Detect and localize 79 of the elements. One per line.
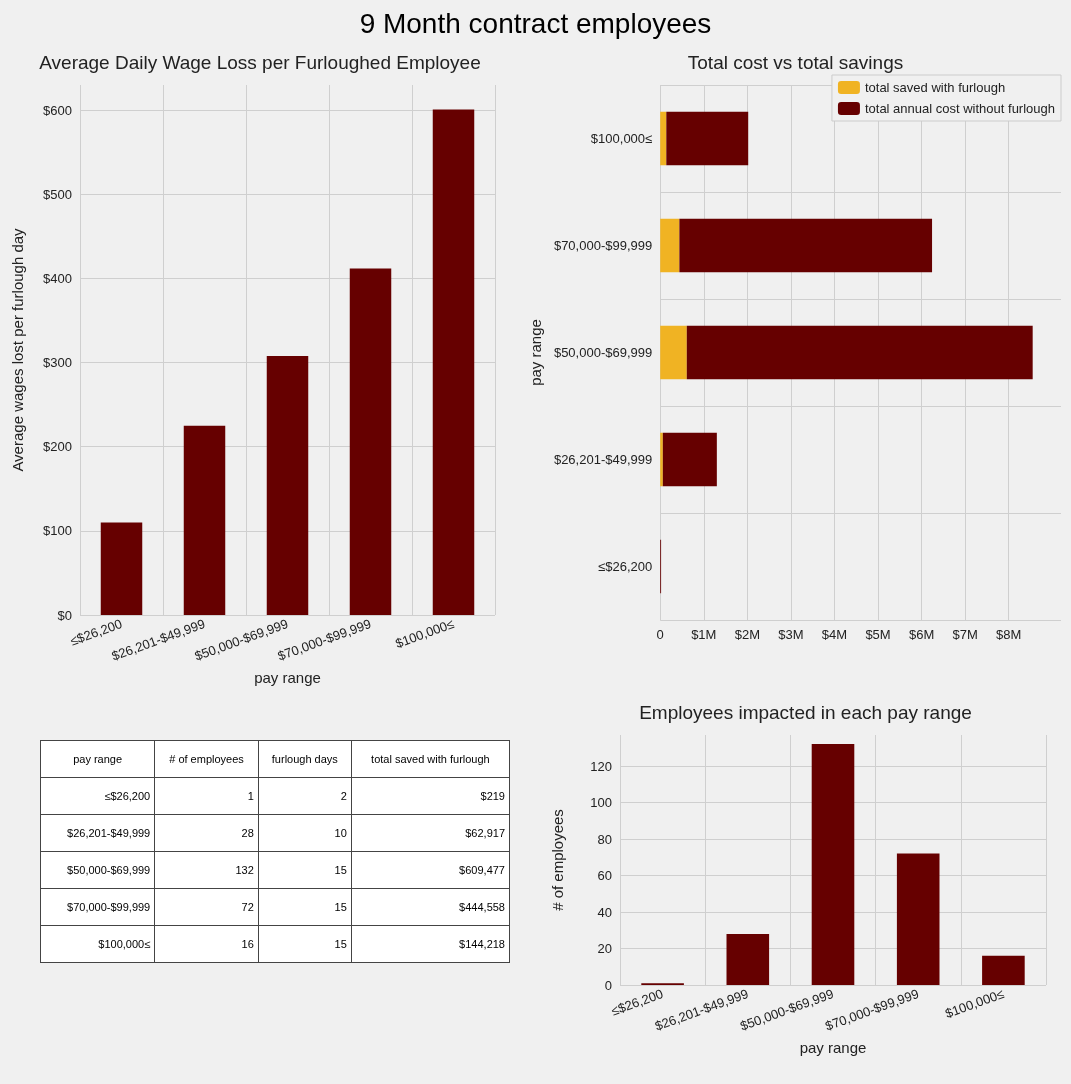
y-tick-label: 80 xyxy=(597,831,612,847)
y-tick-label: 120 xyxy=(590,758,612,774)
x-tick-label: $4M xyxy=(821,627,848,642)
text: $219 xyxy=(480,790,505,802)
chart-title: Average Daily Wage Loss per Furloughed Employee xyxy=(39,52,481,73)
x-axis-title: pay range xyxy=(799,1039,867,1056)
category-label: # of employees xyxy=(154,740,259,778)
text: 1 xyxy=(247,790,254,802)
y-tick-label: 100 xyxy=(590,795,612,811)
y-tick-label: $300 xyxy=(43,355,72,371)
y-axis-title: pay range xyxy=(527,319,544,386)
y-tick-label: $70,000-$99,999 xyxy=(553,238,653,253)
x-tick-label: $3M xyxy=(778,627,804,642)
chart-title: Total cost vs total savings xyxy=(687,52,904,73)
text: 15 xyxy=(334,901,347,913)
y-tick-label: 60 xyxy=(597,868,612,884)
x-tick-label: $8M xyxy=(996,627,1022,642)
bar xyxy=(726,933,770,985)
category-label: pay range xyxy=(40,740,155,778)
y-tick-label: ≤$26,200 xyxy=(598,559,653,574)
text: 15 xyxy=(334,938,347,950)
text: $144,218 xyxy=(459,938,505,950)
text: $609,477 xyxy=(459,864,505,876)
text: 28 xyxy=(241,827,254,839)
text: 9 Month contract employees xyxy=(358,8,713,40)
x-tick-label: $2M xyxy=(734,627,760,642)
x-tick-label: $1M xyxy=(691,627,717,642)
category-label: total saved with furlough xyxy=(351,740,510,778)
bar xyxy=(349,268,392,615)
y-axis-title: Average wages lost per furlough day xyxy=(9,227,26,472)
text: 72 xyxy=(241,901,254,913)
text: 16 xyxy=(241,938,254,950)
bar xyxy=(982,955,1025,985)
y-tick-label: 40 xyxy=(597,904,612,920)
bar xyxy=(183,425,226,615)
bar xyxy=(662,432,717,487)
bar xyxy=(432,109,475,615)
x-tick-label: $6M xyxy=(908,627,935,642)
y-tick-label: $100 xyxy=(43,523,72,539)
bar xyxy=(660,218,680,273)
y-tick-label: $0 xyxy=(57,607,72,623)
y-tick-label: $50,000-$69,999 xyxy=(553,345,653,360)
x-tick-label: 0 xyxy=(656,627,664,642)
legend-label: total annual cost without furlough xyxy=(864,101,1056,116)
bar xyxy=(660,432,663,487)
legend-label: total saved with furlough xyxy=(864,80,1006,95)
bar xyxy=(896,853,940,985)
text: $100,000≤ xyxy=(98,938,151,950)
bar xyxy=(679,218,933,273)
bar xyxy=(660,325,687,380)
text: $62,917 xyxy=(465,827,505,839)
y-tick-label: $100,000≤ xyxy=(590,131,653,146)
text: 15 xyxy=(334,864,347,876)
bar xyxy=(266,355,309,615)
y-tick-label: 20 xyxy=(597,941,612,956)
text: 132 xyxy=(235,864,254,876)
x-axis-title: pay range xyxy=(254,669,321,686)
bar xyxy=(100,522,143,615)
bar xyxy=(666,111,749,166)
x-tick-label: $5M xyxy=(865,627,891,642)
y-tick-label: $26,201-$49,999 xyxy=(553,452,653,467)
text: $70,000-$99,999 xyxy=(67,901,151,913)
bar xyxy=(686,325,1033,380)
x-tick-label: $7M xyxy=(952,627,978,642)
y-tick-label: $500 xyxy=(43,186,72,202)
text: $50,000-$69,999 xyxy=(67,864,151,876)
bar xyxy=(660,111,667,166)
category-label: furlough days xyxy=(258,740,352,778)
y-tick-label: $400 xyxy=(43,270,72,286)
text: ≤$26,200 xyxy=(104,790,151,802)
text: $444,558 xyxy=(459,901,505,913)
bar xyxy=(811,744,855,985)
text: $26,201-$49,999 xyxy=(67,827,151,839)
y-tick-label: $200 xyxy=(43,439,72,455)
chart-title: Employees impacted in each pay range xyxy=(639,702,972,723)
text: 10 xyxy=(334,827,347,839)
y-tick-label: $600 xyxy=(43,102,72,118)
y-axis-title: # of employees xyxy=(549,809,566,911)
text: 2 xyxy=(340,790,347,802)
